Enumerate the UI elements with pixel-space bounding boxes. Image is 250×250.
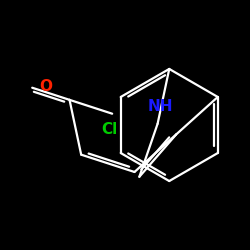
Text: O: O <box>39 79 52 94</box>
Text: NH: NH <box>148 99 173 114</box>
Text: Cl: Cl <box>101 122 117 137</box>
